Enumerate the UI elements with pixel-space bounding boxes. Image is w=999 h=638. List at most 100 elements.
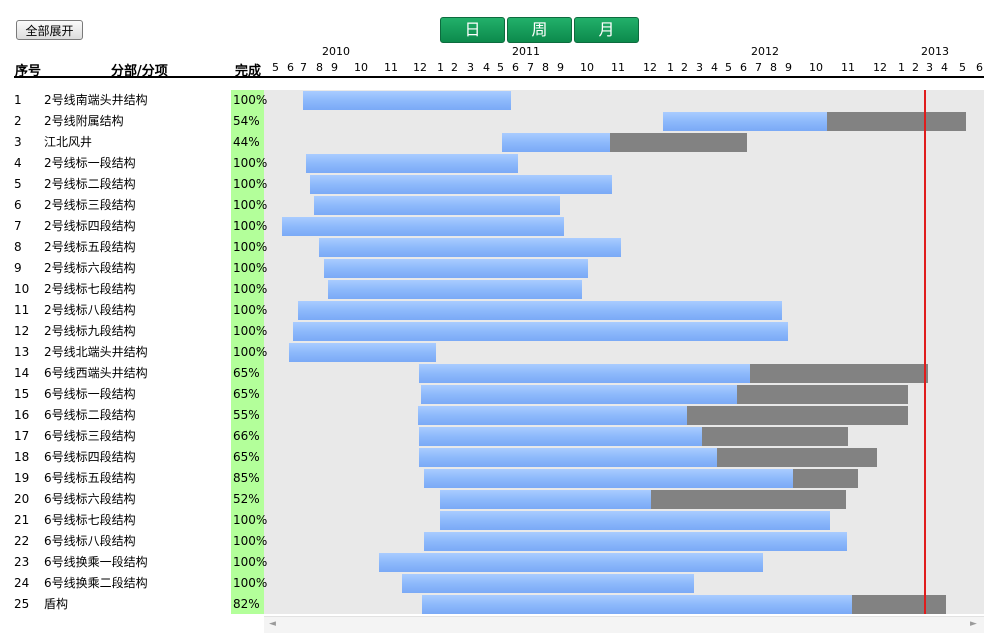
expand-all-button[interactable]: 全部展开 (16, 20, 83, 40)
timeline-month: 12 (643, 61, 657, 74)
row-number: 14 (14, 366, 30, 380)
task-name: 2号线标二段结构 (44, 177, 136, 191)
gantt-bar-completed[interactable] (419, 427, 702, 446)
row-number: 22 (14, 534, 30, 548)
gantt-bar-completed[interactable] (502, 133, 610, 152)
timeline-month: 4 (941, 61, 948, 74)
row-number: 13 (14, 345, 30, 359)
gantt-bar-completed[interactable] (379, 553, 763, 572)
task-complete-percent: 100% (233, 555, 268, 569)
task-complete-percent: 100% (233, 156, 268, 170)
task-name: 6号线标一段结构 (44, 387, 136, 401)
gantt-bar-remaining[interactable] (793, 469, 858, 488)
gantt-bar-remaining[interactable] (737, 385, 908, 404)
view-day-button[interactable]: 日 (440, 17, 505, 43)
row-number: 3 (14, 135, 22, 149)
gantt-bar-completed[interactable] (424, 532, 847, 551)
task-name: 6号线西端头井结构 (44, 366, 148, 380)
gantt-bar-completed[interactable] (440, 490, 651, 509)
gantt-bar-completed[interactable] (298, 301, 782, 320)
task-name: 6号线标三段结构 (44, 429, 136, 443)
timeline-month: 3 (696, 61, 703, 74)
column-header-no: 序号 (15, 64, 42, 79)
row-number: 4 (14, 156, 22, 170)
row-number: 1 (14, 93, 22, 107)
gantt-bar-completed[interactable] (424, 469, 793, 488)
task-complete-percent: 65% (233, 450, 260, 464)
gantt-bar-completed[interactable] (289, 343, 436, 362)
gantt-bar-remaining[interactable] (702, 427, 848, 446)
task-name: 2号线标三段结构 (44, 198, 136, 212)
task-complete-percent: 65% (233, 366, 260, 380)
timeline-month: 6 (512, 61, 519, 74)
task-name: 6号线标五段结构 (44, 471, 136, 485)
task-name: 6号线标二段结构 (44, 408, 136, 422)
gantt-bar-remaining[interactable] (687, 406, 908, 425)
task-complete-percent: 100% (233, 513, 268, 527)
timeline-month: 9 (785, 61, 792, 74)
timeline-month: 11 (841, 61, 855, 74)
gantt-bar-remaining[interactable] (852, 595, 946, 614)
row-number: 2 (14, 114, 22, 128)
timeline-month: 12 (873, 61, 887, 74)
timeline-month: 5 (272, 61, 279, 74)
timeline-month: 9 (557, 61, 564, 74)
task-complete-percent: 100% (233, 345, 268, 359)
gantt-bar-remaining[interactable] (827, 112, 966, 131)
task-name: 2号线附属结构 (44, 114, 124, 128)
gantt-bar-completed[interactable] (419, 448, 717, 467)
row-number: 10 (14, 282, 30, 296)
gantt-bar-completed[interactable] (419, 364, 750, 383)
column-header-task: 分部/分项 (111, 64, 168, 79)
horizontal-scrollbar[interactable]: ◄ ► (264, 616, 984, 633)
task-complete-percent: 100% (233, 198, 268, 212)
gantt-bar-completed[interactable] (282, 217, 564, 236)
scroll-left-icon[interactable]: ◄ (269, 619, 276, 629)
view-month-button[interactable]: 月 (574, 17, 639, 43)
gantt-bar-completed[interactable] (324, 259, 588, 278)
task-complete-percent: 100% (233, 282, 268, 296)
task-complete-percent: 100% (233, 177, 268, 191)
gantt-bar-completed[interactable] (303, 91, 511, 110)
task-name: 2号线标八段结构 (44, 303, 136, 317)
task-complete-percent: 52% (233, 492, 260, 506)
gantt-bar-completed[interactable] (422, 595, 852, 614)
view-week-button[interactable]: 周 (507, 17, 572, 43)
timeline-month: 5 (497, 61, 504, 74)
gantt-bar-completed[interactable] (293, 322, 788, 341)
scroll-right-icon[interactable]: ► (970, 619, 977, 629)
gantt-bar-remaining[interactable] (610, 133, 747, 152)
timeline-month: 8 (316, 61, 323, 74)
timeline-year: 2011 (512, 45, 540, 58)
gantt-bar-remaining[interactable] (750, 364, 928, 383)
header-divider (14, 76, 984, 78)
gantt-bar-completed[interactable] (402, 574, 694, 593)
task-complete-percent: 44% (233, 135, 260, 149)
timeline-month: 9 (331, 61, 338, 74)
gantt-bar-remaining[interactable] (651, 490, 846, 509)
row-number: 20 (14, 492, 30, 506)
timeline-month: 8 (770, 61, 777, 74)
timeline-month: 5 (959, 61, 966, 74)
gantt-bar-completed[interactable] (314, 196, 560, 215)
gantt-bar-completed[interactable] (319, 238, 621, 257)
task-name: 6号线标七段结构 (44, 513, 136, 527)
gantt-bar-completed[interactable] (328, 280, 582, 299)
task-name: 2号线北端头井结构 (44, 345, 148, 359)
row-number: 8 (14, 240, 22, 254)
row-number: 7 (14, 219, 22, 233)
row-number: 19 (14, 471, 30, 485)
gantt-bar-completed[interactable] (663, 112, 827, 131)
today-marker-line (924, 90, 926, 614)
gantt-bar-completed[interactable] (306, 154, 518, 173)
gantt-bar-completed[interactable] (418, 406, 687, 425)
task-name: 2号线标一段结构 (44, 156, 136, 170)
gantt-bar-completed[interactable] (421, 385, 737, 404)
gantt-bar-completed[interactable] (310, 175, 612, 194)
task-complete-percent: 100% (233, 240, 268, 254)
timeline-month: 7 (300, 61, 307, 74)
gantt-bar-remaining[interactable] (717, 448, 877, 467)
timeline-year: 2013 (921, 45, 949, 58)
timeline-month: 7 (527, 61, 534, 74)
gantt-bar-completed[interactable] (440, 511, 830, 530)
